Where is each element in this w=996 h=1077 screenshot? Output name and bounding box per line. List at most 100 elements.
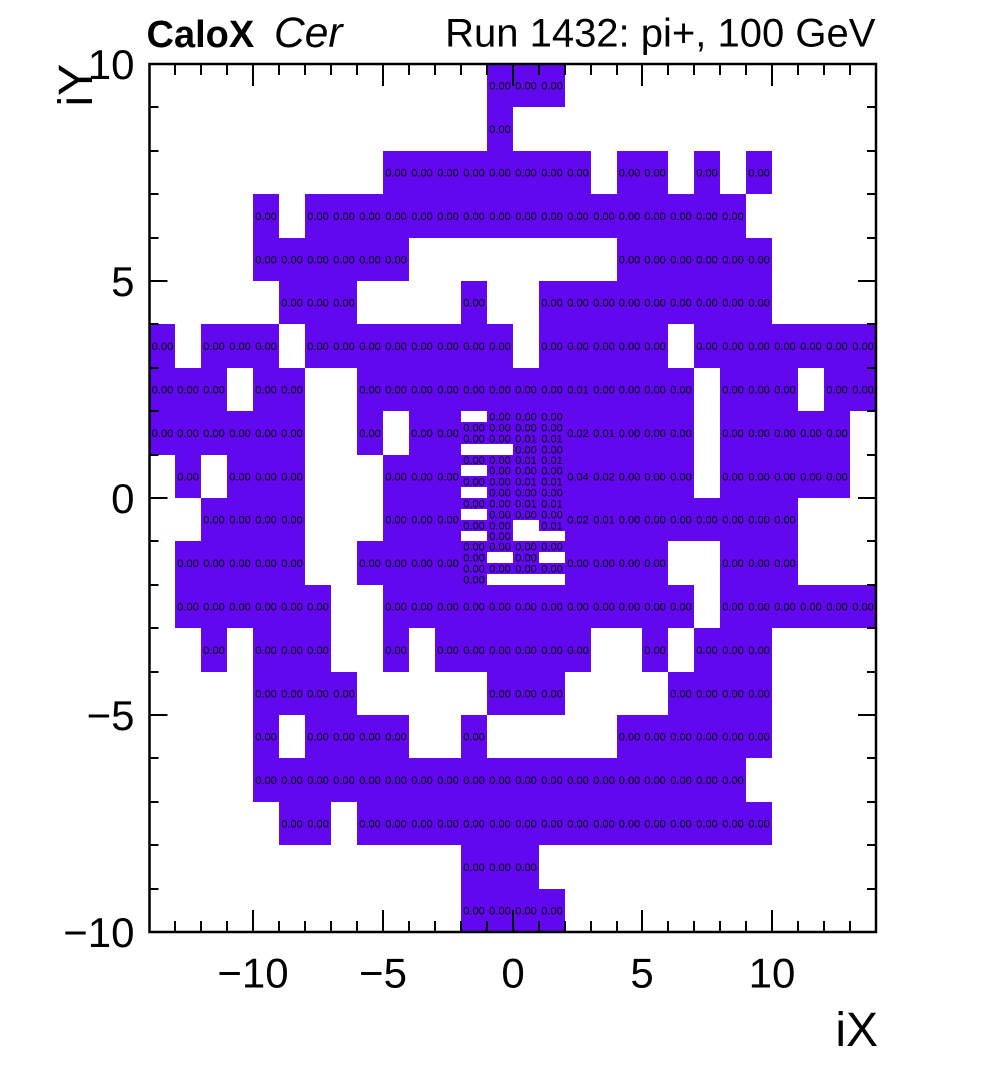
svg-text:0.00: 0.00 — [541, 645, 562, 657]
svg-text:0.00: 0.00 — [515, 444, 536, 456]
svg-text:0.00: 0.00 — [411, 818, 432, 830]
svg-text:0.04: 0.04 — [567, 471, 588, 483]
svg-text:0.00: 0.00 — [281, 601, 302, 613]
svg-text:0.01: 0.01 — [541, 520, 562, 532]
svg-text:0.00: 0.00 — [229, 471, 250, 483]
svg-text:0.00: 0.00 — [567, 341, 588, 353]
svg-text:0.00: 0.00 — [515, 905, 536, 917]
svg-text:0.00: 0.00 — [696, 645, 717, 657]
svg-text:10: 10 — [749, 949, 796, 996]
svg-text:0.00: 0.00 — [826, 428, 847, 440]
svg-text:0.00: 0.00 — [463, 552, 484, 564]
svg-text:0.00: 0.00 — [722, 297, 743, 309]
svg-text:0.00: 0.00 — [203, 601, 224, 613]
svg-text:0.00: 0.00 — [722, 775, 743, 787]
svg-text:0.00: 0.00 — [463, 731, 484, 743]
svg-text:0.00: 0.00 — [644, 645, 665, 657]
svg-text:0.00: 0.00 — [541, 211, 562, 223]
svg-text:0.00: 0.00 — [463, 422, 484, 434]
svg-text:0.00: 0.00 — [359, 254, 380, 266]
svg-text:0.01: 0.01 — [541, 476, 562, 488]
svg-text:0.00: 0.00 — [255, 341, 276, 353]
svg-text:0.00: 0.00 — [385, 645, 406, 657]
svg-text:0.00: 0.00 — [359, 428, 380, 440]
svg-text:5: 5 — [111, 258, 134, 305]
svg-text:−10: −10 — [217, 949, 288, 996]
svg-text:0.00: 0.00 — [489, 688, 510, 700]
svg-text:0.00: 0.00 — [541, 541, 562, 553]
svg-text:0.00: 0.00 — [670, 428, 691, 440]
svg-text:0.00: 0.00 — [826, 384, 847, 396]
svg-text:0.00: 0.00 — [177, 601, 198, 613]
svg-text:0.00: 0.00 — [670, 818, 691, 830]
svg-text:0.00: 0.00 — [255, 688, 276, 700]
svg-text:0.00: 0.00 — [152, 384, 173, 396]
svg-text:0.02: 0.02 — [593, 471, 614, 483]
svg-text:0.00: 0.00 — [307, 341, 328, 353]
svg-text:0.00: 0.00 — [385, 775, 406, 787]
svg-text:0.00: 0.00 — [541, 905, 562, 917]
svg-text:0.00: 0.00 — [722, 818, 743, 830]
svg-text:0.00: 0.00 — [281, 645, 302, 657]
svg-text:0.00: 0.00 — [722, 254, 743, 266]
svg-text:0.00: 0.00 — [359, 341, 380, 353]
svg-text:0.00: 0.00 — [696, 254, 717, 266]
svg-text:0.00: 0.00 — [281, 297, 302, 309]
svg-text:0.00: 0.00 — [515, 384, 536, 396]
svg-text:0.00: 0.00 — [463, 211, 484, 223]
svg-text:0.00: 0.00 — [644, 254, 665, 266]
svg-text:0.00: 0.00 — [489, 384, 510, 396]
svg-text:0.01: 0.01 — [541, 498, 562, 510]
svg-text:0.00: 0.00 — [359, 384, 380, 396]
svg-text:0.00: 0.00 — [515, 422, 536, 434]
svg-text:0.01: 0.01 — [515, 455, 536, 467]
svg-text:0.00: 0.00 — [541, 297, 562, 309]
svg-text:0.00: 0.00 — [463, 818, 484, 830]
svg-text:0.00: 0.00 — [670, 688, 691, 700]
svg-text:0.00: 0.00 — [541, 601, 562, 613]
svg-text:0.00: 0.00 — [748, 731, 769, 743]
svg-text:0.00: 0.00 — [541, 563, 562, 575]
svg-text:0.00: 0.00 — [411, 384, 432, 396]
svg-text:0.00: 0.00 — [307, 645, 328, 657]
svg-text:0.00: 0.00 — [489, 818, 510, 830]
svg-text:0.00: 0.00 — [644, 818, 665, 830]
svg-text:0.00: 0.00 — [670, 775, 691, 787]
svg-text:0.00: 0.00 — [670, 254, 691, 266]
svg-text:0: 0 — [501, 949, 524, 996]
svg-text:0.00: 0.00 — [515, 862, 536, 874]
svg-text:0.00: 0.00 — [437, 558, 458, 570]
svg-text:−5: −5 — [359, 949, 407, 996]
svg-text:0.00: 0.00 — [644, 341, 665, 353]
svg-text:0.00: 0.00 — [696, 297, 717, 309]
svg-text:5: 5 — [630, 949, 653, 996]
svg-text:0.00: 0.00 — [541, 444, 562, 456]
svg-text:0.00: 0.00 — [489, 167, 510, 179]
svg-text:Run 1432: pi+, 100 GeV: Run 1432: pi+, 100 GeV — [445, 12, 876, 56]
svg-text:0.00: 0.00 — [489, 645, 510, 657]
svg-text:0.00: 0.00 — [515, 211, 536, 223]
svg-text:0.00: 0.00 — [644, 167, 665, 179]
svg-text:0.00: 0.00 — [463, 297, 484, 309]
svg-text:0.00: 0.00 — [774, 601, 795, 613]
svg-text:0.00: 0.00 — [515, 411, 536, 423]
svg-text:0.00: 0.00 — [203, 428, 224, 440]
svg-text:0.00: 0.00 — [463, 563, 484, 575]
svg-text:0.00: 0.00 — [255, 428, 276, 440]
svg-text:0.00: 0.00 — [463, 341, 484, 353]
svg-text:0.00: 0.00 — [722, 384, 743, 396]
svg-text:0.00: 0.00 — [826, 601, 847, 613]
svg-text:0.00: 0.00 — [411, 167, 432, 179]
svg-text:0.00: 0.00 — [489, 775, 510, 787]
svg-text:0.00: 0.00 — [619, 818, 640, 830]
svg-text:iX: iX — [835, 1004, 878, 1057]
svg-text:0.00: 0.00 — [515, 80, 536, 92]
svg-text:0.00: 0.00 — [489, 476, 510, 488]
svg-text:0.00: 0.00 — [852, 341, 873, 353]
svg-text:0.00: 0.00 — [411, 775, 432, 787]
svg-text:0.00: 0.00 — [722, 471, 743, 483]
svg-text:0.00: 0.00 — [722, 731, 743, 743]
svg-text:0.00: 0.00 — [437, 167, 458, 179]
svg-text:0.00: 0.00 — [541, 411, 562, 423]
svg-text:0.00: 0.00 — [593, 211, 614, 223]
